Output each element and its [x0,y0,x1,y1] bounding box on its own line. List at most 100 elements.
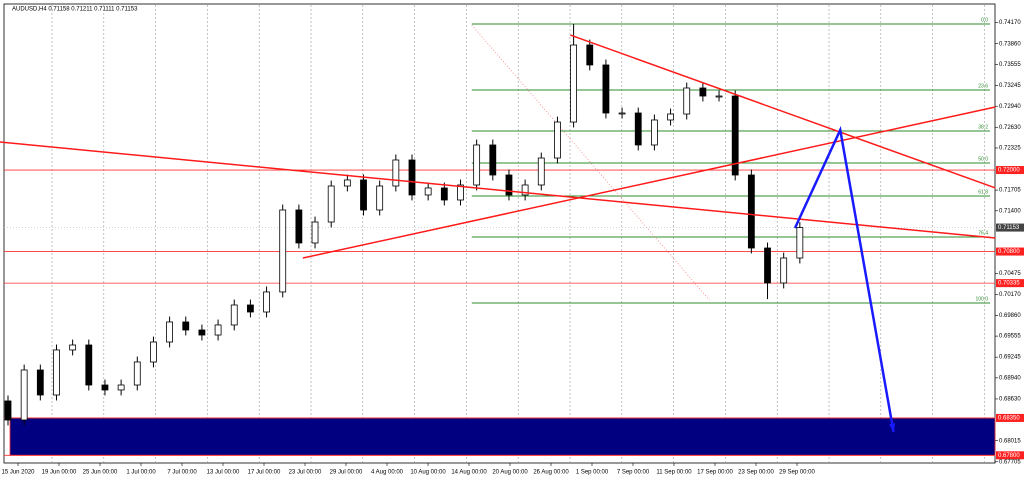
x-tick-label: 15 Jun 2020 [1,470,35,476]
candle-body [85,344,93,386]
x-tick-label: 26 Aug 00:00 [533,470,569,476]
chart-title: AUDUSD,H4 0.71158 0.71211 0.71111 0.7115… [12,7,138,13]
x-tick-label: 29 Jul 00:00 [330,470,363,476]
y-tick-label: 0.67705 [999,459,1021,465]
candle-body [295,209,303,244]
level-label: 0.70335 [998,281,1020,287]
candle-body [473,144,481,186]
x-tick-label: 25 Jun 00:00 [83,470,118,476]
x-tick-label: 7 Jul 00:00 [167,470,197,476]
level-tag [996,413,1024,422]
current-tag [996,223,1024,232]
x-tick-label: 17 Sep 00:00 [697,470,733,476]
level-label: 0.72000 [998,168,1020,174]
y-tick-label: 0.72630 [999,125,1021,131]
trend-line [570,34,996,189]
candle-body [505,174,513,196]
candle-body [133,361,141,386]
y-tick-label: 0.69245 [999,355,1021,361]
candle-body [198,329,206,336]
support-zone [9,417,996,456]
candle-body [489,144,497,176]
candle-body [279,209,287,293]
candle-body [764,247,771,284]
fib-label: 100.0 [975,296,988,302]
fib-label: 38.2 [978,124,988,130]
candle-body [634,112,642,146]
candle-body [521,184,529,196]
y-tick-label: 0.69555 [999,334,1021,340]
y-tick-label: 0.71400 [999,208,1021,214]
x-tick-label: 13 Jul 00:00 [207,470,240,476]
candle-body [53,349,60,396]
candle-body [440,187,448,201]
x-tick-label: 1 Jul 00:00 [126,470,156,476]
trend-line [0,141,996,239]
candle-body [150,341,157,363]
fib-label: 50.0 [978,156,988,162]
x-tick-label: 23 Jul 00:00 [289,470,322,476]
candle-body [699,87,707,97]
y-tick-label: 0.68630 [999,397,1021,403]
x-tick-label: 20 Aug 00:00 [492,470,528,476]
x-tick-label: 17 Jul 00:00 [248,470,281,476]
level-tag [996,279,1024,288]
x-tick-label: 10 Aug 00:00 [410,470,446,476]
candle-body [20,369,28,421]
candle-body [747,174,755,249]
level-label: 0.68350 [998,416,1020,422]
arrow-head [889,423,896,433]
x-tick-label: 23 Sep 00:00 [738,470,774,476]
plot-frame [3,3,996,464]
y-tick-label: 0.73555 [999,62,1021,68]
candle-body [117,384,125,391]
candle-body [651,119,658,146]
y-tick-label: 0.72325 [999,146,1021,152]
candle-body [101,384,109,391]
trend-line [302,106,996,259]
level-tag [996,247,1024,256]
fib-label: 23.6 [978,83,988,89]
x-tick-label: 14 Aug 00:00 [451,470,487,476]
candle-body [311,221,319,244]
candle-body [4,400,12,421]
candle-body [715,95,723,98]
candle-body [602,64,610,114]
candle-body [667,113,674,121]
candle-body [230,304,238,326]
candle-body [376,185,384,211]
candle-body [69,344,77,351]
candle-body [618,112,626,115]
fib-label: 0.0 [981,17,988,23]
y-tick-label: 0.73245 [999,83,1021,89]
fib-label: 76.4 [978,230,988,236]
forecast-arrow [793,125,895,433]
level-tag [996,166,1024,175]
dotted-line [471,24,710,301]
candle-body [683,87,691,115]
candle-body [263,291,270,313]
x-tick-label: 29 Sep 00:00 [779,470,815,476]
fib-label: 61.8 [978,189,988,195]
y-tick-label: 0.74170 [999,20,1021,26]
candle-body [537,157,545,186]
candle-body [731,95,739,176]
candle-body [570,44,577,123]
candle-body [554,121,561,159]
candle-body [424,187,432,196]
y-tick-label: 0.70170 [999,292,1021,298]
y-tick-label: 0.73860 [999,41,1021,47]
x-tick-label: 4 Aug 00:00 [371,470,404,476]
y-tick-label: 0.72940 [999,104,1021,110]
candle-body [246,304,254,313]
level-label: 0.67800 [998,453,1020,459]
y-tick-label: 0.69860 [999,313,1021,319]
candle-body [36,369,44,396]
x-tick-label: 19 Jun 00:00 [42,470,77,476]
x-tick-label: 7 Sep 00:00 [617,470,650,476]
candle-body [586,44,594,66]
candle-body [166,321,174,343]
level-tag [996,451,1024,460]
